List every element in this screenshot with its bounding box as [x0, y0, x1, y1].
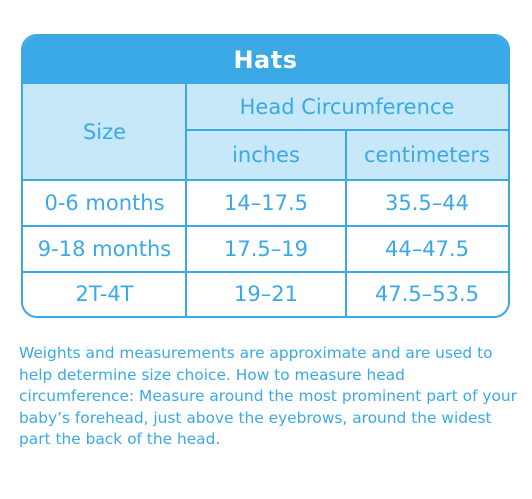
- grid-line-vertical-2: [345, 129, 347, 316]
- table-row-1-size: 0-6 months: [44, 191, 165, 215]
- table-row-2-cm: 44–47.5: [385, 237, 469, 261]
- table-row-2-inches: 17.5–19: [224, 237, 308, 261]
- header-centimeters: centimeters: [346, 130, 508, 180]
- size-chart-table: Hats Size Head Circumference inches cent…: [21, 34, 510, 318]
- grid-line-horizontal-1: [186, 129, 508, 131]
- table-row-1-cm: 35.5–44: [385, 191, 469, 215]
- table-row-3-size: 2T-4T: [75, 282, 134, 306]
- grid-line-horizontal-3: [23, 225, 508, 227]
- table-row-3-cm: 47.5–53.5: [374, 282, 479, 306]
- header-head-circumference: Head Circumference: [186, 84, 508, 130]
- measurement-note: Weights and measurements are approximate…: [19, 344, 517, 448]
- grid-line-horizontal-4: [23, 271, 508, 273]
- table-title: Hats: [23, 36, 508, 84]
- grid-line-horizontal-2: [23, 179, 508, 181]
- header-inches: inches: [186, 130, 346, 180]
- grid-line-vertical-1: [185, 84, 187, 316]
- table-row-3-inches: 19–21: [234, 282, 298, 306]
- header-size: Size: [23, 84, 186, 180]
- table-row-2-size: 9-18 months: [37, 237, 172, 261]
- table-row-1-inches: 14–17.5: [224, 191, 308, 215]
